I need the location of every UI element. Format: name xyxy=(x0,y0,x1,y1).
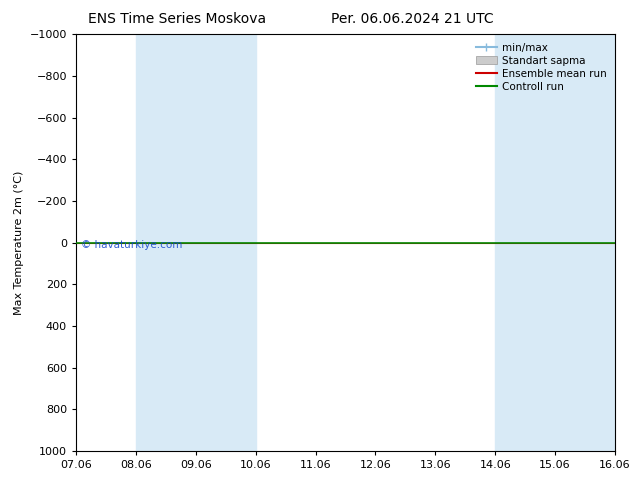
Text: ENS Time Series Moskova: ENS Time Series Moskova xyxy=(89,12,266,26)
Bar xyxy=(495,34,555,451)
Bar xyxy=(196,34,256,451)
Bar xyxy=(555,34,615,451)
Text: Per. 06.06.2024 21 UTC: Per. 06.06.2024 21 UTC xyxy=(331,12,493,26)
Bar xyxy=(136,34,196,451)
Y-axis label: Max Temperature 2m (°C): Max Temperature 2m (°C) xyxy=(14,171,24,315)
Text: © havaturkiye.com: © havaturkiye.com xyxy=(81,241,183,250)
Legend: min/max, Standart sapma, Ensemble mean run, Controll run: min/max, Standart sapma, Ensemble mean r… xyxy=(473,40,610,95)
